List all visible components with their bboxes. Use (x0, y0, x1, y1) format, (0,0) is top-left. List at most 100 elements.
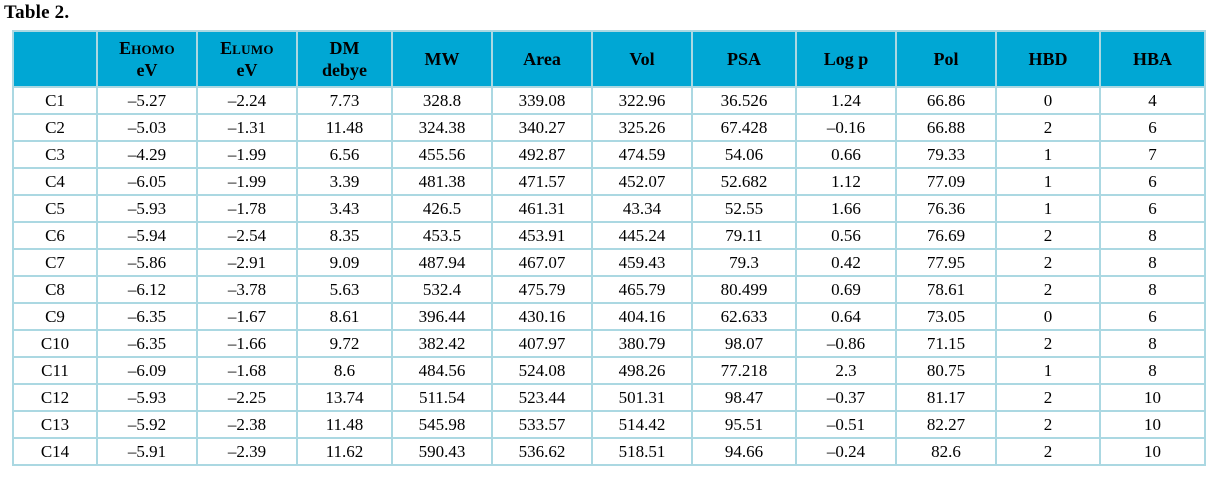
table-cell-elumo: –2.24 (196, 86, 298, 115)
table-cell-hba: 8 (1099, 329, 1206, 358)
table-cell-mw: 328.8 (391, 86, 493, 115)
table-cell-psa: 36.526 (691, 86, 797, 115)
table-cell-psa: 98.07 (691, 329, 797, 358)
table-row: C3 –4.29 –1.99 6.56 455.56 492.87 474.59 54.06 0… (12, 140, 1206, 169)
table-row: C5 –5.93 –1.78 3.43 426.5 461.31 43.34 52.55 1.6… (12, 194, 1206, 223)
table-cell-mw: 324.38 (391, 113, 493, 142)
table-cell-hbd: 1 (995, 167, 1101, 196)
table-cell-hbd: 2 (995, 248, 1101, 277)
table-cell-ehomo: –4.29 (96, 140, 198, 169)
table-cell-mw: 532.4 (391, 275, 493, 304)
table-cell-logp: 0.64 (795, 302, 897, 331)
table-cell-logp: 1.66 (795, 194, 897, 223)
row-label: C5 (12, 194, 98, 223)
column-header-compound (12, 30, 98, 88)
table-cell-vol: 498.26 (591, 356, 693, 385)
column-header-label: E (119, 37, 132, 58)
properties-table: EHOMO eV ELUMO eV DM debye MW Area Vol PSA Log p Po… (12, 30, 1206, 466)
table-cell-area: 533.57 (491, 410, 593, 439)
table-cell-dm: 11.48 (296, 113, 393, 142)
table-cell-vol: 322.96 (591, 86, 693, 115)
table-cell-psa: 80.499 (691, 275, 797, 304)
column-header-subscript: HOMO (131, 41, 175, 57)
column-header-unit: eV (136, 60, 158, 80)
table-cell-vol: 43.34 (591, 194, 693, 223)
table-row: C6 –5.94 –2.54 8.35 453.5 453.91 445.24 79.11 0.… (12, 221, 1206, 250)
column-header-label: Log p (823, 48, 869, 69)
table-cell-mw: 481.38 (391, 167, 493, 196)
table-cell-vol: 404.16 (591, 302, 693, 331)
table-cell-dm: 9.09 (296, 248, 393, 277)
table-cell-psa: 67.428 (691, 113, 797, 142)
row-label: C14 (12, 437, 98, 466)
table-cell-vol: 465.79 (591, 275, 693, 304)
table-cell-elumo: –1.67 (196, 302, 298, 331)
column-header-subscript: LUMO (232, 41, 274, 57)
table-cell-hba: 6 (1099, 167, 1206, 196)
table-cell-pol: 76.69 (895, 221, 997, 250)
table-cell-vol: 452.07 (591, 167, 693, 196)
table-cell-hbd: 2 (995, 329, 1101, 358)
table-cell-ehomo: –5.86 (96, 248, 198, 277)
table-cell-hba: 8 (1099, 248, 1206, 277)
table-cell-hba: 8 (1099, 221, 1206, 250)
table-cell-dm: 11.48 (296, 410, 393, 439)
table-row: C14 –5.91 –2.39 11.62 590.43 536.62 518.51 94.6… (12, 437, 1206, 466)
table-cell-area: 339.08 (491, 86, 593, 115)
table-cell-dm: 7.73 (296, 86, 393, 115)
table-cell-dm: 8.35 (296, 221, 393, 250)
table-cell-mw: 426.5 (391, 194, 493, 223)
table-cell-logp: 0.66 (795, 140, 897, 169)
header-row: EHOMO eV ELUMO eV DM debye MW Area Vol PSA Log p Po… (12, 30, 1206, 88)
table-row: C8 –6.12 –3.78 5.63 532.4 475.79 465.79 80.499 0… (12, 275, 1206, 304)
table-cell-psa: 79.3 (691, 248, 797, 277)
table-cell-hbd: 0 (995, 302, 1101, 331)
table-cell-pol: 66.88 (895, 113, 997, 142)
table-cell-hbd: 2 (995, 410, 1101, 439)
table-cell-hbd: 1 (995, 140, 1101, 169)
table-cell-elumo: –1.99 (196, 167, 298, 196)
column-header-logp: Log p (795, 30, 897, 88)
table-cell-dm: 9.72 (296, 329, 393, 358)
table-cell-hbd: 0 (995, 86, 1101, 115)
table-cell-elumo: –1.66 (196, 329, 298, 358)
table-cell-psa: 62.633 (691, 302, 797, 331)
table-cell-ehomo: –6.12 (96, 275, 198, 304)
table-cell-dm: 5.63 (296, 275, 393, 304)
table-cell-vol: 514.42 (591, 410, 693, 439)
table-cell-ehomo: –6.05 (96, 167, 198, 196)
table-cell-pol: 66.86 (895, 86, 997, 115)
column-header-unit: debye (322, 60, 367, 80)
table-cell-psa: 95.51 (691, 410, 797, 439)
table-cell-pol: 76.36 (895, 194, 997, 223)
table-cell-hba: 10 (1099, 383, 1206, 412)
table-cell-elumo: –2.54 (196, 221, 298, 250)
table-cell-pol: 82.27 (895, 410, 997, 439)
table-cell-logp: –0.24 (795, 437, 897, 466)
table-cell-ehomo: –6.09 (96, 356, 198, 385)
table-cell-dm: 3.43 (296, 194, 393, 223)
column-header-label: Pol (933, 48, 959, 69)
row-label: C10 (12, 329, 98, 358)
table-cell-psa: 52.55 (691, 194, 797, 223)
column-header-label: Vol (629, 48, 655, 69)
table-cell-vol: 325.26 (591, 113, 693, 142)
table-cell-area: 453.91 (491, 221, 593, 250)
table-cell-hba: 10 (1099, 437, 1206, 466)
row-label: C12 (12, 383, 98, 412)
table-cell-dm: 8.6 (296, 356, 393, 385)
column-header-vol: Vol (591, 30, 693, 88)
table-cell-elumo: –1.31 (196, 113, 298, 142)
table-cell-mw: 484.56 (391, 356, 493, 385)
table-cell-logp: –0.37 (795, 383, 897, 412)
column-header-pol: Pol (895, 30, 997, 88)
table-cell-area: 407.97 (491, 329, 593, 358)
table-cell-dm: 3.39 (296, 167, 393, 196)
column-header-hba: HBA (1099, 30, 1206, 88)
table-cell-area: 467.07 (491, 248, 593, 277)
table-cell-ehomo: –5.93 (96, 383, 198, 412)
table-cell-psa: 77.218 (691, 356, 797, 385)
table-cell-ehomo: –6.35 (96, 302, 198, 331)
table-row: C1 –5.27 –2.24 7.73 328.8 339.08 322.96 36.526 1… (12, 86, 1206, 115)
table-cell-dm: 8.61 (296, 302, 393, 331)
